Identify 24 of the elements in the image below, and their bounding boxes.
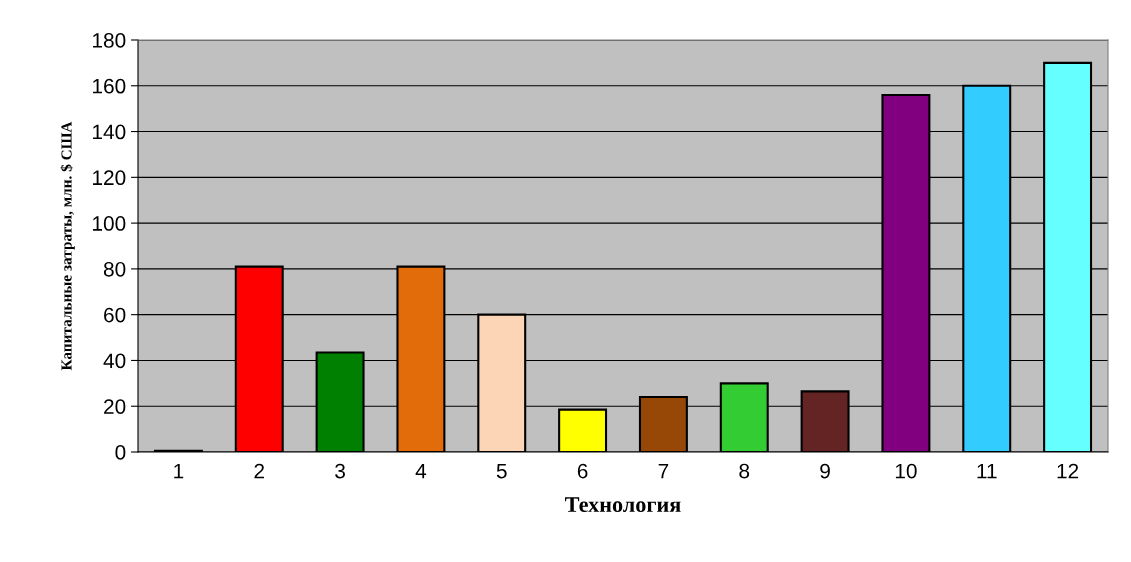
y-tick-label: 160 [93,78,126,94]
y-tick-label: 20 [104,399,126,414]
x-tick-label: 2 [254,463,264,479]
x-tick-label: 3 [335,463,345,479]
y-tick-label: 40 [103,353,126,369]
y-tick-label: 80 [103,261,126,277]
x-tick-label: 11 [977,463,997,479]
y-tick-label: 140 [93,124,126,140]
x-tick-label: 4 [415,463,427,479]
x-tick-label: 8 [739,463,750,479]
x-axis-title: Технология [565,497,681,513]
y-tick-label: 120 [93,170,126,186]
y-tick-label: 0 [115,445,126,460]
y-axis-title: Капитальные затраты, млн. $ США [60,121,75,371]
x-tick-label: 12 [1057,463,1079,479]
y-tick-label: 100 [93,216,126,231]
x-tick-label: 7 [658,463,669,479]
x-tick-label: 1 [174,463,184,479]
y-tick-label: 60 [104,307,126,323]
x-tick-label: 6 [577,463,588,479]
x-tick-label: 10 [895,463,917,479]
x-tick-label: 9 [820,463,830,479]
x-tick-label: 5 [496,463,507,479]
y-tick-label: 180 [93,33,126,48]
